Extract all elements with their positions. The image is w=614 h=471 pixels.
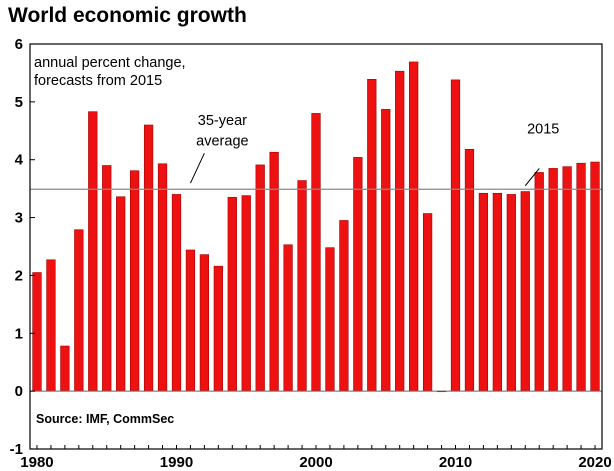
bar-2007 <box>409 61 419 392</box>
bar-2019 <box>576 162 586 392</box>
bar-2001 <box>325 247 335 392</box>
source-note: Source: IMF, CommSec <box>36 412 174 426</box>
x-tick-label: 1990 <box>160 454 193 471</box>
bar-1995 <box>241 195 251 392</box>
bar-1981 <box>46 259 56 392</box>
bar-2006 <box>395 70 405 392</box>
bar-1989 <box>157 163 168 392</box>
bar-2011 <box>464 149 475 392</box>
bar-2015 <box>520 191 530 392</box>
bar-1990 <box>171 194 182 392</box>
average-pointer-line <box>189 153 205 184</box>
y-tick-label: -1 <box>10 441 23 458</box>
y-axis: -1 0 1 2 3 4 5 6 <box>10 36 35 458</box>
bar-2017 <box>548 168 558 392</box>
bar-2012 <box>478 192 489 392</box>
bar-1985 <box>102 165 112 392</box>
x-tick-label: 1980 <box>20 454 53 471</box>
bar-1994 <box>227 197 237 392</box>
bar-1992 <box>199 254 210 392</box>
bar-1996 <box>255 164 265 392</box>
x-tick-label: 2010 <box>439 454 472 471</box>
y-tick-label: 6 <box>15 36 23 53</box>
subtitle-line-2: forecasts from 2015 <box>34 73 162 89</box>
bar-2000 <box>311 113 321 392</box>
y-tick-label: 3 <box>15 210 23 227</box>
subtitle-line-1: annual percent change, <box>34 55 186 71</box>
chart-title: World economic growth <box>8 4 247 27</box>
bar-2010 <box>450 79 461 392</box>
y-tick-label: 4 <box>15 152 24 169</box>
forecast-label: 2015 <box>527 122 559 138</box>
y-tick-label: 2 <box>15 267 23 284</box>
bar-2014 <box>506 194 516 392</box>
bar-1980 <box>32 272 42 392</box>
bar-2016 <box>534 172 544 392</box>
bar-1998 <box>283 244 293 392</box>
bars-layer <box>32 61 600 393</box>
bar-2018 <box>562 166 572 392</box>
x-tick-label: 2020 <box>578 454 611 471</box>
bar-1987 <box>130 170 140 392</box>
bar-2002 <box>339 220 349 392</box>
bar-2020 <box>590 161 600 392</box>
bar-1986 <box>116 196 126 392</box>
bar-1999 <box>297 180 307 392</box>
bar-2008 <box>422 213 433 392</box>
bar-1997 <box>269 151 279 392</box>
bar-1982 <box>60 345 70 392</box>
forecast-pointer-line <box>524 168 540 187</box>
y-tick-label: 1 <box>15 325 23 342</box>
bar-2004 <box>367 78 377 392</box>
average-label-line-2: average <box>196 133 248 149</box>
bar-1991 <box>185 249 196 392</box>
average-label-line-1: 35-year <box>198 113 247 129</box>
x-tick-label: 2000 <box>299 454 332 471</box>
bar-1993 <box>213 265 223 392</box>
bar-2003 <box>353 157 363 392</box>
y-tick-label: 0 <box>15 383 23 400</box>
bar-2005 <box>381 109 391 392</box>
bar-1984 <box>88 111 98 392</box>
bar-2013 <box>492 192 502 392</box>
y-tick-label: 5 <box>15 94 23 111</box>
bar-1983 <box>74 229 84 392</box>
x-axis: 1980 1990 2000 2010 2020 <box>20 445 612 471</box>
bar-1988 <box>143 124 154 392</box>
